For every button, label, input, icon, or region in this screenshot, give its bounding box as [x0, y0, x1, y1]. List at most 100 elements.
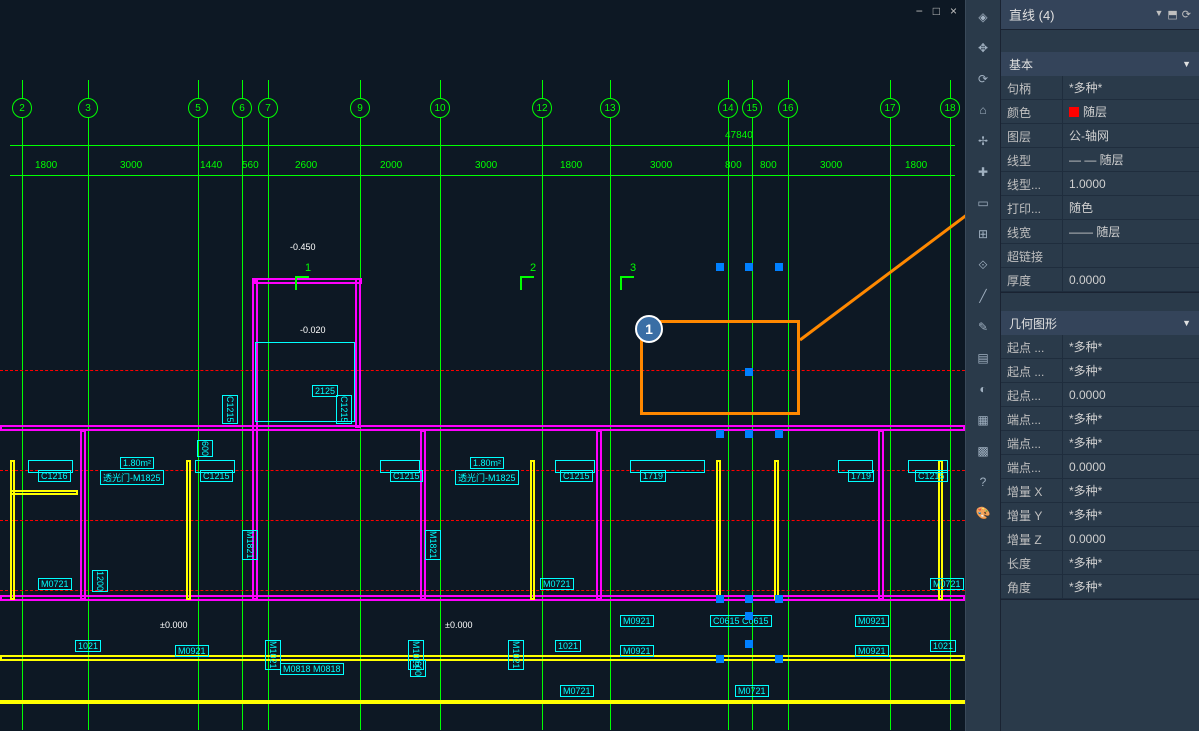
prop-end-z[interactable]: 端点...0.0000 — [1001, 455, 1199, 479]
component-label: 600 — [197, 440, 213, 457]
palette-icon[interactable]: 🎨 — [969, 499, 997, 527]
grid-bubble: 6 — [232, 98, 252, 118]
prop-angle[interactable]: 角度*多种* — [1001, 575, 1199, 599]
prop-start-y[interactable]: 起点 ...*多种* — [1001, 359, 1199, 383]
prop-delta-z[interactable]: 增量 Z0.0000 — [1001, 527, 1199, 551]
selection-grip[interactable] — [745, 612, 753, 620]
restore-icon[interactable]: □ — [933, 4, 940, 18]
prop-end-y[interactable]: 端点...*多种* — [1001, 431, 1199, 455]
collapse-icon[interactable]: ▼ — [1182, 59, 1191, 69]
dimension-label: 3000 — [650, 160, 672, 171]
component-label: 1021 — [75, 640, 101, 652]
dimension-label: 800 — [760, 160, 777, 171]
collapse-icon[interactable]: ▼ — [1182, 318, 1191, 328]
close-icon[interactable]: × — [950, 4, 957, 18]
selection-grip[interactable] — [716, 430, 724, 438]
dimension-label: 47840 — [725, 130, 753, 141]
selection-grip[interactable] — [775, 263, 783, 271]
wall — [10, 490, 78, 495]
prop-ltscale[interactable]: 线型...1.0000 — [1001, 172, 1199, 196]
grid-bubble: 12 — [532, 98, 552, 118]
prop-start-z[interactable]: 起点...0.0000 — [1001, 383, 1199, 407]
selection-grip[interactable] — [775, 430, 783, 438]
component-label: C1215 — [222, 395, 238, 424]
component-label: C1215 — [560, 470, 593, 482]
prop-delta-y[interactable]: 增量 Y*多种* — [1001, 503, 1199, 527]
component-label: 1021 — [555, 640, 581, 652]
wall — [0, 700, 965, 704]
prop-lineweight[interactable]: 线宽—— 随层 — [1001, 220, 1199, 244]
hand-icon[interactable]: ✥ — [969, 34, 997, 62]
grid-line — [22, 80, 23, 730]
style-icon[interactable]: ◐ — [969, 375, 997, 403]
prop-layer[interactable]: 图层公-轴网 — [1001, 124, 1199, 148]
dim-icon[interactable]: ⟐ — [969, 251, 997, 279]
prop-start-x[interactable]: 起点 ...*多种* — [1001, 335, 1199, 359]
home-icon[interactable]: ⌂ — [969, 96, 997, 124]
prop-thickness[interactable]: 厚度0.0000 — [1001, 268, 1199, 292]
selection-grip[interactable] — [745, 263, 753, 271]
nav-icon[interactable]: ◈ — [969, 3, 997, 31]
selection-grip[interactable] — [775, 655, 783, 663]
quickselect-icon[interactable]: ⬒ — [1167, 8, 1177, 21]
component-label: 2125 — [312, 385, 338, 397]
move-icon[interactable]: ✢ — [969, 127, 997, 155]
prop-color[interactable]: 颜色随层 — [1001, 100, 1199, 124]
layer2-icon[interactable]: ▦ — [969, 406, 997, 434]
wall — [716, 460, 721, 600]
section-basic-header[interactable]: 基本 ▼ — [1001, 52, 1199, 76]
selection-grip[interactable] — [716, 655, 724, 663]
grid-icon[interactable]: ⊞ — [969, 220, 997, 248]
wall — [0, 655, 965, 661]
minimize-icon[interactable]: − — [916, 4, 923, 18]
section-marker: 2 — [530, 262, 536, 274]
section-geometry-header[interactable]: 几何图形 ▼ — [1001, 311, 1199, 335]
grid-bubble: 16 — [778, 98, 798, 118]
wall — [878, 430, 884, 600]
help-icon[interactable]: ? — [969, 468, 997, 496]
rect-icon[interactable]: ▭ — [969, 189, 997, 217]
elevation-label: -0.450 — [290, 242, 316, 252]
prop-linetype[interactable]: 线型— — 随层 — [1001, 148, 1199, 172]
grid-bubble: 10 — [430, 98, 450, 118]
layer3-icon[interactable]: ▩ — [969, 437, 997, 465]
elevation-label: ±0.000 — [445, 620, 472, 630]
selection-grip[interactable] — [716, 595, 724, 603]
section-geometry: 几何图形 ▼ 起点 ...*多种* 起点 ...*多种* 起点...0.0000… — [1001, 311, 1199, 600]
component-label: 1719 — [640, 470, 666, 482]
component-label: M1821 — [425, 530, 441, 560]
selection-grip[interactable] — [745, 595, 753, 603]
section-marker: 3 — [630, 262, 636, 274]
dropdown-icon[interactable]: ▼ — [1154, 8, 1163, 21]
axis-line — [0, 370, 965, 371]
prop-hyperlink[interactable]: 超链接 — [1001, 244, 1199, 268]
pickset-icon[interactable]: ⟳ — [1182, 8, 1191, 21]
selection-grip[interactable] — [745, 640, 753, 648]
selection-grip[interactable] — [745, 430, 753, 438]
dimension-label: 560 — [242, 160, 259, 171]
prop-handle[interactable]: 句柄*多种* — [1001, 76, 1199, 100]
dimension-label: 3000 — [475, 160, 497, 171]
grid-bubble: 7 — [258, 98, 278, 118]
selection-grip[interactable] — [716, 263, 724, 271]
orbit-icon[interactable]: ⟳ — [969, 65, 997, 93]
component-label: M0721 — [560, 685, 594, 697]
prop-delta-x[interactable]: 增量 X*多种* — [1001, 479, 1199, 503]
layer1-icon[interactable]: ▤ — [969, 344, 997, 372]
line-icon[interactable]: ╱ — [969, 282, 997, 310]
cad-canvas[interactable]: − □ × 2356791012131415161718 18003000144… — [0, 0, 965, 731]
prop-length[interactable]: 长度*多种* — [1001, 551, 1199, 575]
dimension-label: 1440 — [200, 160, 222, 171]
component-label: M0721 — [930, 578, 964, 590]
edit-icon[interactable]: ✎ — [969, 313, 997, 341]
prop-end-x[interactable]: 端点...*多种* — [1001, 407, 1199, 431]
grid-line — [198, 80, 199, 730]
grid-bubble: 15 — [742, 98, 762, 118]
prop-plot[interactable]: 打印...随色 — [1001, 196, 1199, 220]
plus-icon[interactable]: ✚ — [969, 158, 997, 186]
wall — [80, 430, 86, 600]
selection-grip[interactable] — [775, 595, 783, 603]
section-basic: 基本 ▼ 句柄*多种* 颜色随层 图层公-轴网 线型— — 随层 线型...1.… — [1001, 52, 1199, 293]
grid-bubble: 14 — [718, 98, 738, 118]
dim-line — [10, 145, 955, 146]
